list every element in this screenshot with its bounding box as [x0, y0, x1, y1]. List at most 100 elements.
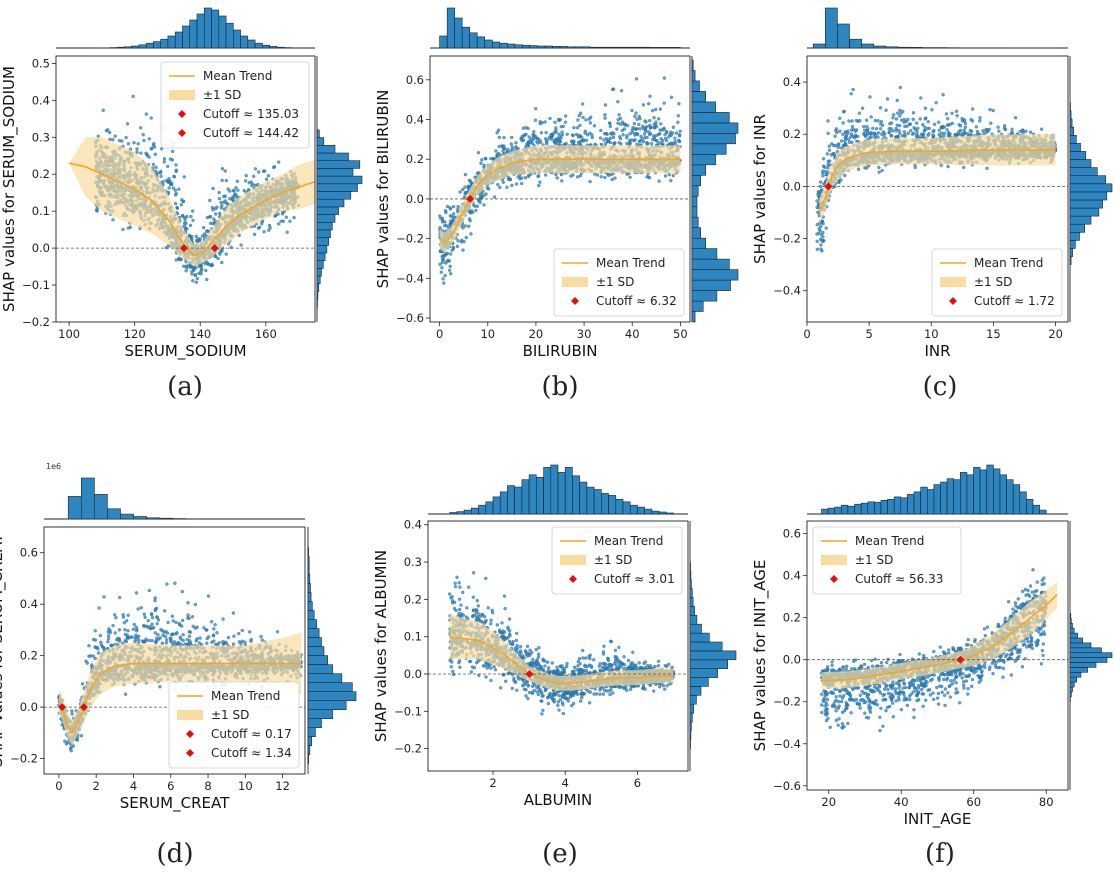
scatter-point	[581, 139, 585, 143]
scatter-point	[191, 218, 195, 223]
scatter-point	[978, 116, 982, 120]
scatter-point	[880, 132, 884, 136]
scatter-point	[625, 136, 629, 140]
scatter-point	[121, 227, 125, 232]
scatter-point	[205, 215, 210, 220]
scatter-point	[820, 232, 824, 237]
scatter-point	[642, 132, 647, 136]
scatter-point	[441, 277, 445, 281]
scatter-point	[1010, 130, 1014, 134]
scatter-point	[898, 114, 902, 118]
scatter-point	[216, 256, 220, 261]
scatter-point	[256, 182, 260, 187]
scatter-point	[538, 180, 542, 184]
scatter-point	[902, 130, 907, 134]
scatter-point	[468, 219, 472, 223]
scatter-point	[464, 235, 468, 240]
scatter-point	[604, 137, 609, 141]
scatter-point	[829, 153, 833, 157]
scatter-point	[250, 184, 254, 188]
scatter-point	[603, 116, 607, 120]
scatter-point	[612, 141, 616, 145]
scatter-point	[941, 93, 945, 97]
top-hist-bar	[484, 39, 493, 49]
x-axis-label: SERUM_SODIUM	[124, 342, 246, 361]
scatter-point	[620, 128, 625, 133]
scatter-point	[602, 138, 606, 142]
scatter-point	[220, 167, 225, 171]
scatter-point	[841, 121, 845, 125]
axes-frame	[429, 55, 691, 323]
scatter-point	[827, 148, 832, 152]
right-hist-bar	[316, 183, 358, 192]
scatter-point	[647, 132, 652, 137]
scatter-point	[463, 172, 468, 177]
scatter-point	[962, 165, 966, 170]
scatter-point	[588, 121, 593, 125]
top-hist-bar	[439, 35, 448, 49]
scatter-point	[895, 123, 899, 127]
scatter-point	[878, 106, 883, 110]
scatter-point	[210, 205, 215, 210]
scatter-point	[919, 96, 923, 100]
scatter-point	[535, 136, 539, 141]
right-hist-bar	[691, 101, 716, 113]
scatter-point	[934, 101, 938, 105]
scatter-point	[638, 139, 642, 143]
scatter-point	[824, 172, 828, 177]
scatter-point	[194, 234, 198, 239]
mean-trend-line	[439, 158, 681, 244]
scatter-point	[180, 198, 184, 202]
scatter-point	[657, 132, 661, 137]
scatter-point	[878, 127, 883, 131]
legend-label: Cutoff ≈ 144.42	[203, 126, 299, 140]
scatter-point	[946, 123, 950, 127]
scatter-point	[671, 173, 675, 178]
scatter-point	[448, 222, 452, 227]
scatter-point	[1010, 127, 1014, 131]
scatter-point	[618, 135, 622, 139]
legend-swatch-band	[562, 277, 588, 287]
scatter-point	[663, 174, 668, 178]
scatter-point	[199, 272, 203, 276]
right-hist-bar	[316, 268, 322, 277]
legend-label: ±1 SD	[596, 275, 634, 289]
scatter-point	[113, 134, 117, 138]
y-tick-label: 0.5	[32, 56, 50, 70]
scatter-point	[253, 167, 258, 171]
scatter-point	[834, 127, 839, 131]
scatter-point	[671, 131, 675, 135]
scatter-point	[658, 128, 662, 132]
scatter-point	[610, 132, 614, 136]
scatter-point	[180, 214, 185, 218]
scatter-point	[588, 179, 592, 184]
scatter-point	[585, 133, 590, 137]
scatter-point	[572, 126, 576, 130]
cutoff-marker	[179, 244, 188, 253]
scatter-point	[955, 114, 959, 118]
scatter-point	[996, 125, 1000, 129]
scatter-point	[126, 142, 131, 146]
scatter-point	[564, 141, 568, 146]
scatter-point	[543, 137, 548, 141]
scatter-point	[862, 124, 866, 129]
right-hist-bar	[316, 221, 333, 231]
chart-a: 100 120 140 160−0.2−0.10.00.10.20.30.40.5SE…	[0, 7, 363, 402]
scatter-point	[463, 190, 468, 195]
scatter-point	[595, 173, 600, 177]
scatter-point	[252, 174, 256, 178]
scatter-point	[508, 178, 512, 182]
scatter-point	[944, 112, 949, 116]
scatter-point	[641, 126, 646, 131]
scatter-point	[510, 183, 514, 188]
scatter-point	[223, 169, 227, 173]
right-hist-bar	[316, 168, 354, 177]
top-hist-bar	[196, 13, 205, 49]
legend-label: Cutoff ≈ 135.03	[203, 107, 299, 121]
scatter-point	[833, 134, 837, 138]
scatter-point	[627, 140, 632, 145]
scatter-point	[498, 185, 502, 190]
scatter-point	[665, 130, 669, 134]
top-hist-bar	[461, 26, 471, 49]
